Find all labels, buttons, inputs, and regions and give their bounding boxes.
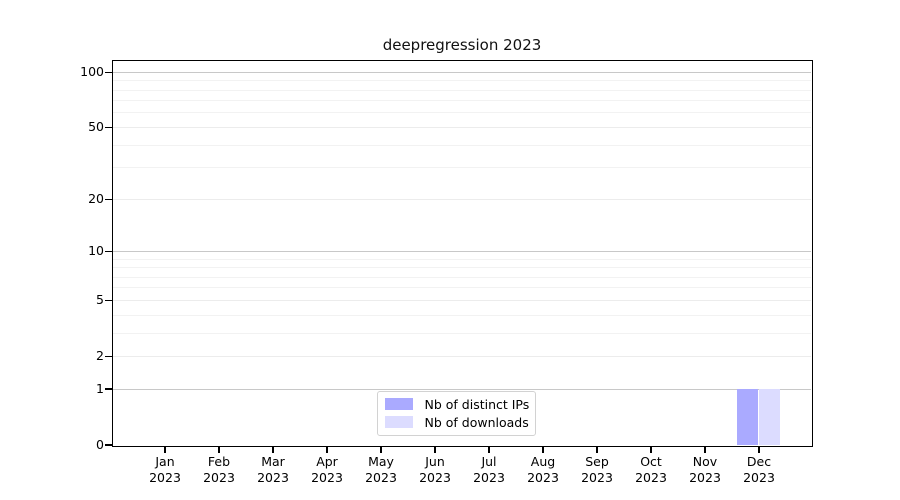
legend: Nb of distinct IPs Nb of downloads <box>376 390 537 436</box>
gridlines-layer <box>112 61 811 445</box>
x-tick-label-feb: Feb 2023 <box>203 454 235 485</box>
x-tick-label-mar: Mar 2023 <box>257 454 289 485</box>
x-tick-label-jan: Jan 2023 <box>149 454 181 485</box>
x-tick-may <box>380 446 382 453</box>
y-tick-100 <box>105 71 112 73</box>
y-tick-5 <box>105 299 112 301</box>
x-tick-label-apr: Apr 2023 <box>311 454 343 485</box>
x-tick-label-aug: Aug 2023 <box>527 454 559 485</box>
x-tick-label-oct: Oct 2023 <box>635 454 667 485</box>
y-tick-label-20: 20 <box>88 191 104 207</box>
gridline-y-1 <box>112 388 811 390</box>
gridline-y-80 <box>112 89 811 91</box>
x-tick-label-jun: Jun 2023 <box>419 454 451 485</box>
y-tick-label-50: 50 <box>88 119 104 135</box>
gridline-y-30 <box>112 167 811 169</box>
y-tick-label-100: 100 <box>80 64 104 80</box>
x-tick-label-sep: Sep 2023 <box>581 454 613 485</box>
x-tick-dec <box>758 446 760 453</box>
x-tick-aug <box>542 446 544 453</box>
legend-swatch-distinct-ips <box>384 398 413 410</box>
x-tick-oct <box>650 446 652 453</box>
gridline-y-6 <box>112 287 811 289</box>
gridline-y-70 <box>112 100 811 102</box>
x-tick-feb <box>218 446 220 453</box>
gridline-y-10 <box>112 250 811 252</box>
y-tick-20 <box>105 198 112 200</box>
gridline-y-60 <box>112 112 811 114</box>
x-tick-apr <box>326 446 328 453</box>
bar-nb-of-distinct-ips-dec <box>736 388 759 445</box>
legend-swatch-downloads <box>384 416 413 428</box>
x-tick-jul <box>488 446 490 453</box>
y-tick-2 <box>105 355 112 357</box>
gridline-y-50 <box>112 126 811 128</box>
y-tick-label-2: 2 <box>96 348 104 364</box>
y-tick-1 <box>105 388 112 390</box>
y-tick-50 <box>105 126 112 129</box>
x-tick-mar <box>272 446 274 453</box>
legend-item-distinct-ips: Nb of distinct IPs <box>384 396 530 412</box>
x-tick-label-jul: Jul 2023 <box>473 454 505 485</box>
gridline-y-40 <box>112 144 811 146</box>
bars-layer <box>113 61 811 445</box>
legend-label-downloads: Nb of downloads <box>424 414 529 430</box>
gridline-y-100 <box>112 71 811 73</box>
y-tick-label-0: 0 <box>96 437 104 452</box>
y-tick-label-5: 5 <box>96 292 104 308</box>
gridline-y-90 <box>112 80 811 82</box>
gridline-y-8 <box>112 267 811 268</box>
x-tick-nov <box>704 446 706 453</box>
gridline-y-2 <box>112 355 811 357</box>
x-tick-label-may: May 2023 <box>365 454 397 485</box>
bar-nb-of-downloads-dec <box>758 388 781 445</box>
gridline-y-7 <box>112 276 811 278</box>
x-tick-label-nov: Nov 2023 <box>689 454 721 485</box>
gridline-y-4 <box>112 314 811 316</box>
gridline-y-9 <box>112 258 811 260</box>
plot-area: Nb of distinct IPs Nb of downloads <box>111 59 813 447</box>
y-tick-label-1: 1 <box>96 381 104 396</box>
y-tick-label-10: 10 <box>88 243 104 259</box>
x-tick-jun <box>434 446 436 453</box>
gridline-y-5 <box>112 299 811 301</box>
x-tick-label-dec: Dec 2023 <box>743 454 775 485</box>
legend-label-distinct-ips: Nb of distinct IPs <box>424 396 530 412</box>
legend-item-downloads: Nb of downloads <box>384 414 530 430</box>
gridline-y-3 <box>112 332 811 334</box>
gridline-y-20 <box>112 198 811 200</box>
x-tick-jan <box>164 446 166 453</box>
y-tick-10 <box>105 250 112 252</box>
x-tick-sep <box>596 446 598 453</box>
chart-title: deepregression 2023 <box>382 36 542 54</box>
y-tick-0 <box>105 444 112 446</box>
